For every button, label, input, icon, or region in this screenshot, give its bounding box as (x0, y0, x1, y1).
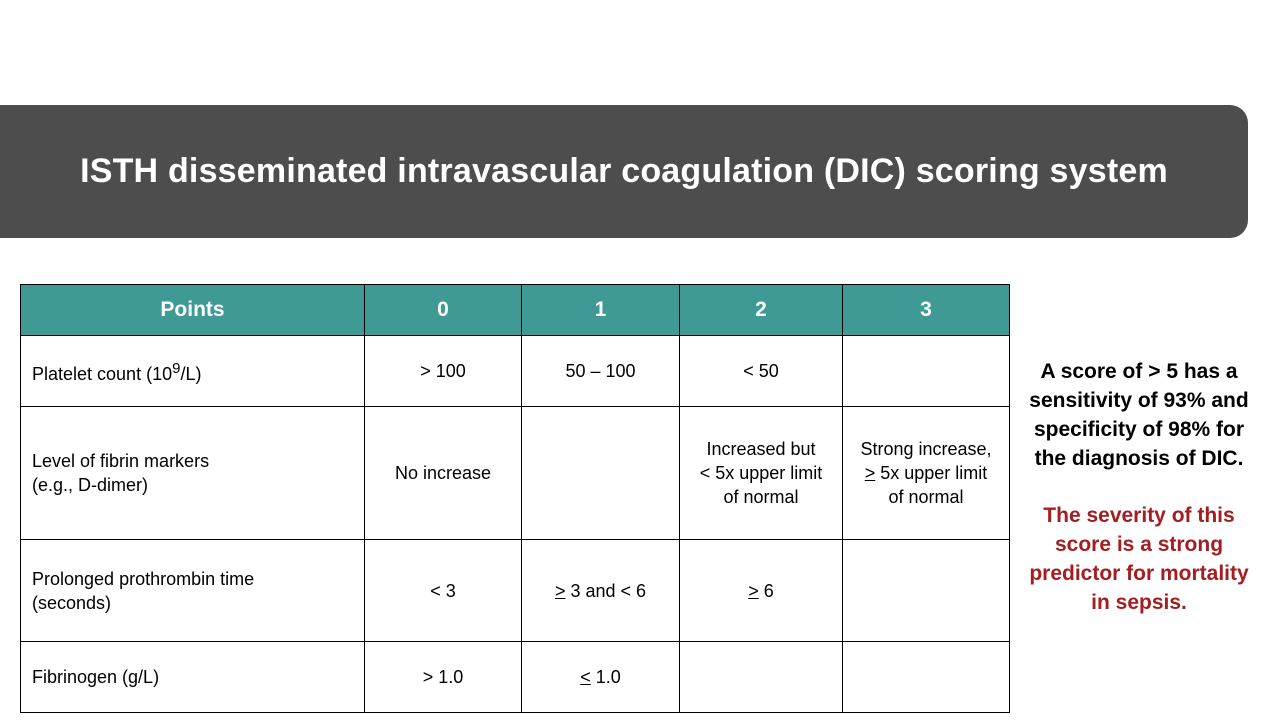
criterion-fibrin-markers: Level of fibrin markers (e.g., D-dimer) (20, 406, 365, 540)
side-note-emphasis: The severity of this score is a strong p… (1029, 504, 1249, 614)
table-cell (842, 335, 1010, 407)
table-row-prothrombin-time: Prolonged prothrombin time (seconds) < 3… (20, 539, 1010, 642)
table-cell: 50 – 100 (521, 335, 680, 407)
table-cell: > 3 and < 6 (521, 539, 680, 642)
header-score-2: 2 (679, 284, 843, 336)
criterion-label: Level of fibrin markers (e.g., D-dimer) (32, 451, 210, 495)
slide-title: ISTH disseminated intravascular coagulat… (80, 152, 1168, 190)
table-cell: No increase (364, 406, 522, 540)
table-cell: < 1.0 (521, 641, 680, 713)
header-points: Points (20, 284, 365, 336)
title-banner: ISTH disseminated intravascular coagulat… (0, 105, 1248, 238)
table-header-row: Points 0 1 2 3 (20, 284, 1010, 336)
table-row-platelet-count: Platelet count (109/L) > 100 50 – 100 < … (20, 335, 1010, 407)
table-cell (679, 641, 843, 713)
criterion-label: Platelet count (10 (32, 363, 173, 384)
criterion-label-suffix: /L) (180, 363, 202, 384)
table-cell: > 6 (679, 539, 843, 642)
table-cell (842, 641, 1010, 713)
criterion-label: Prolonged prothrombin time (seconds) (32, 568, 255, 613)
criterion-platelet-count: Platelet count (109/L) (20, 335, 365, 407)
criterion-prothrombin-time: Prolonged prothrombin time (seconds) (20, 539, 365, 642)
criterion-label: Fibrinogen (g/L) (32, 667, 160, 687)
table-cell: Strong increase, > 5x upper limit of nor… (842, 406, 1010, 540)
dic-score-table: Points 0 1 2 3 Platelet count (109/L) > … (20, 284, 1010, 713)
table-row-fibrinogen: Fibrinogen (g/L) > 1.0 < 1.0 (20, 641, 1010, 713)
table-cell: < 3 (364, 539, 522, 642)
side-note-main: A score of > 5 has a sensitivity of 93% … (1029, 360, 1249, 470)
header-score-1: 1 (521, 284, 680, 336)
header-score-0: 0 (364, 284, 522, 336)
table-cell (521, 406, 680, 540)
table-cell: > 100 (364, 335, 522, 407)
table-cell: > 1.0 (364, 641, 522, 713)
table-cell: Increased but < 5x upper limit of normal (679, 406, 843, 540)
header-score-3: 3 (842, 284, 1010, 336)
table-row-fibrin-markers: Level of fibrin markers (e.g., D-dimer) … (20, 406, 1010, 540)
table-cell (842, 539, 1010, 642)
criterion-superscript: 9 (172, 359, 181, 377)
side-note: A score of > 5 has a sensitivity of 93% … (1018, 357, 1260, 617)
table-cell: < 50 (679, 335, 843, 407)
criterion-fibrinogen: Fibrinogen (g/L) (20, 641, 365, 713)
